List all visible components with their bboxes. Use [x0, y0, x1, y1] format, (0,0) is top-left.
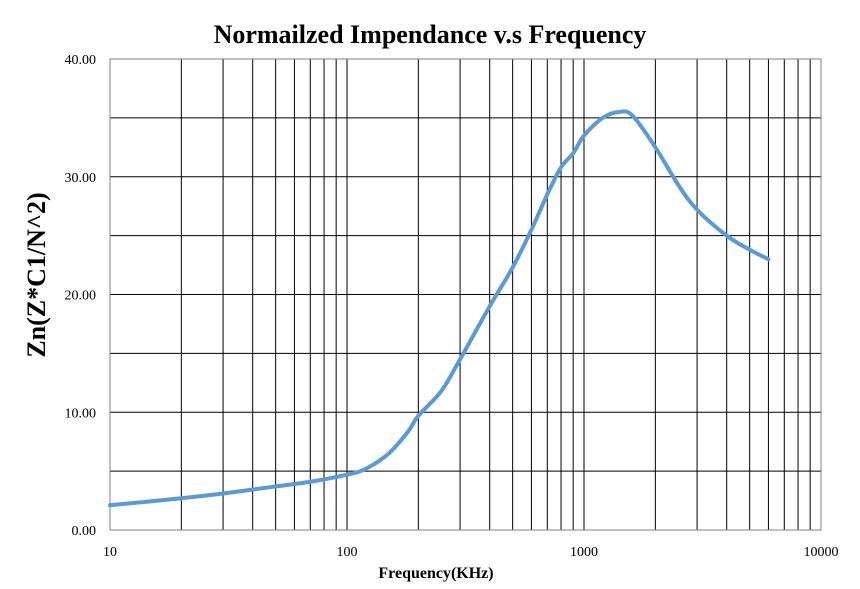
- series-layer: [108, 109, 771, 508]
- y-tick-labels: 0.00 10.00 20.00 30.00 40.00: [65, 53, 97, 539]
- y-tick-label: 0.00: [72, 524, 97, 539]
- chart-title: Normailzed Impendance v.s Frequency: [214, 20, 647, 49]
- y-tick-label: 30.00: [65, 171, 97, 186]
- x-tick-labels: 10 100 1000 10000: [103, 545, 839, 560]
- x-tick-label: 100: [337, 545, 358, 560]
- y-tick-label: 40.00: [65, 53, 97, 68]
- y-tick-label: 20.00: [65, 289, 97, 304]
- plot-border: [109, 58, 822, 531]
- series-line: [108, 109, 771, 508]
- y-axis-label: Zn(Z*C1/N^2): [22, 192, 51, 357]
- x-axis-label: Frequency(KHz): [378, 565, 493, 582]
- x-tick-label: 10000: [804, 545, 839, 560]
- x-tick-label: 1000: [570, 545, 598, 560]
- y-tick-label: 10.00: [65, 406, 97, 421]
- x-tick-label: 10: [103, 545, 117, 560]
- grid-lines: [110, 59, 821, 530]
